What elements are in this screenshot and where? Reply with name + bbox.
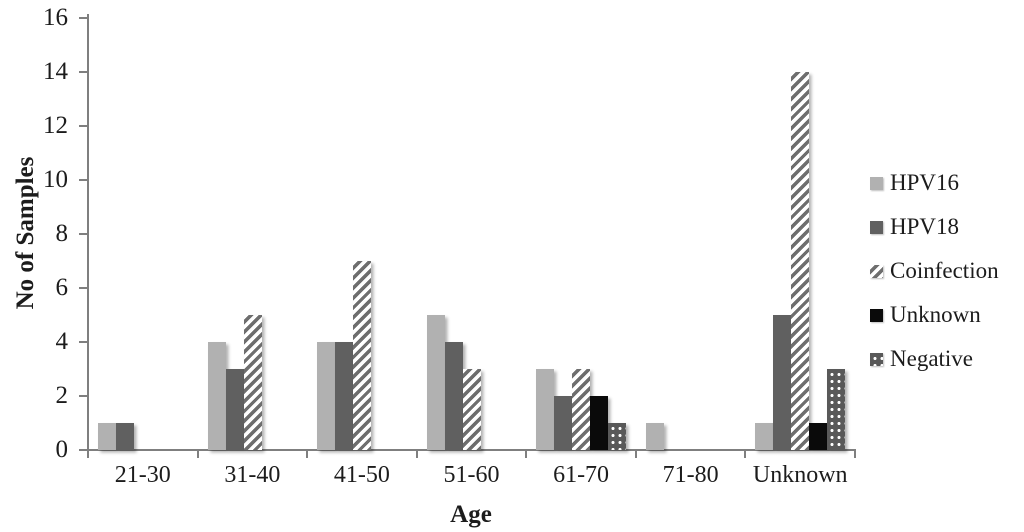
y-axis-tick-label: 2 (55, 382, 69, 409)
x-axis-tick (525, 450, 528, 458)
bar-hpv16-61-70 (536, 369, 555, 450)
bar-hpv18-51-60 (444, 342, 463, 450)
y-axis-tick (79, 449, 87, 451)
y-axis-line (87, 14, 89, 451)
legend-key-negative-swatch-icon (870, 352, 883, 366)
y-axis-tick (79, 341, 87, 343)
x-axis-category-label: 71-80 (662, 462, 719, 488)
bar-coinfection-41-50 (353, 261, 372, 450)
y-axis-tick (79, 125, 87, 127)
bar-coinfection-Unknown (791, 72, 810, 450)
x-axis-tick (306, 450, 309, 458)
x-axis-category-label: 21-30 (114, 462, 171, 488)
legend-label-hpv16: HPV16 (890, 170, 960, 195)
x-axis-line (87, 449, 856, 451)
x-axis-category-label: 41-50 (333, 462, 390, 488)
y-axis-tick (79, 17, 87, 19)
x-axis-title: Age (450, 501, 492, 528)
x-axis-tick (196, 450, 199, 458)
y-axis-tick-label: 6 (55, 274, 69, 301)
bar-hpv16-31-40 (207, 342, 226, 450)
bar-hpv16-21-30 (98, 423, 116, 450)
legend-label-negative: Negative (890, 346, 974, 371)
y-axis-tick-label: 10 (43, 166, 68, 193)
bar-hpv18-Unknown (773, 315, 792, 450)
y-axis-tick-label: 14 (43, 58, 68, 85)
bar-negative-61-70 (608, 423, 627, 450)
y-axis-tick-label: 12 (43, 112, 68, 139)
bar-unknown-61-70 (590, 396, 609, 450)
x-axis-tick (87, 450, 89, 458)
legend-item-hpv18: HPV18 (870, 214, 959, 240)
legend-key-hpv16-swatch-icon (870, 176, 883, 190)
legend-item-coinfection: Coinfection (870, 258, 999, 284)
bar-coinfection-31-40 (243, 315, 262, 450)
y-axis-tick (79, 395, 87, 397)
x-axis-tick (634, 450, 637, 458)
x-axis-tick (744, 450, 747, 458)
y-axis-tick-label: 4 (55, 328, 69, 355)
x-axis-category-label: 31-40 (224, 462, 281, 488)
bar-hpv18-31-40 (225, 369, 244, 450)
bar-hpv18-61-70 (554, 396, 573, 450)
x-axis-category-label: Unknown (752, 462, 848, 488)
y-axis-tick (79, 71, 87, 73)
x-axis-category-label: 51-60 (443, 462, 500, 488)
bar-hpv18-41-50 (335, 342, 354, 450)
bar-negative-Unknown (827, 369, 846, 450)
legend-label-unknown: Unknown (890, 302, 981, 327)
x-axis-tick (415, 450, 418, 458)
y-axis-tick-label: 0 (55, 436, 69, 463)
legend-label-coinfection: Coinfection (890, 258, 999, 283)
bar-hpv16-Unknown (755, 423, 774, 450)
x-axis-category-label: 61-70 (553, 462, 610, 488)
legend-key-coinfection-swatch-icon (870, 264, 883, 278)
y-axis-tick-label: 8 (55, 220, 69, 247)
y-axis-tick (79, 179, 87, 181)
legend-item-unknown: Unknown (870, 302, 981, 328)
bar-coinfection-61-70 (572, 369, 591, 450)
legend-key-unknown-swatch-icon (870, 308, 883, 322)
bar-unknown-Unknown (809, 423, 828, 450)
bar-coinfection-51-60 (462, 369, 481, 450)
legend-item-negative: Negative (870, 346, 973, 372)
x-axis-tick (854, 450, 856, 458)
legend: HPV16 HPV18 Coinfection Unknown Negative (870, 0, 1024, 532)
bar-hpv16-41-50 (317, 342, 336, 450)
bar-hpv16-51-60 (426, 315, 445, 450)
legend-item-hpv16: HPV16 (870, 170, 959, 196)
y-axis-tick (79, 287, 87, 289)
bar-hpv16-71-80 (645, 423, 664, 450)
legend-label-hpv18: HPV18 (890, 214, 960, 239)
y-axis-tick (79, 233, 87, 235)
bar-hpv18-21-30 (116, 423, 134, 450)
legend-key-hpv18-swatch-icon (870, 220, 883, 234)
y-axis-tick-label: 16 (43, 4, 68, 31)
